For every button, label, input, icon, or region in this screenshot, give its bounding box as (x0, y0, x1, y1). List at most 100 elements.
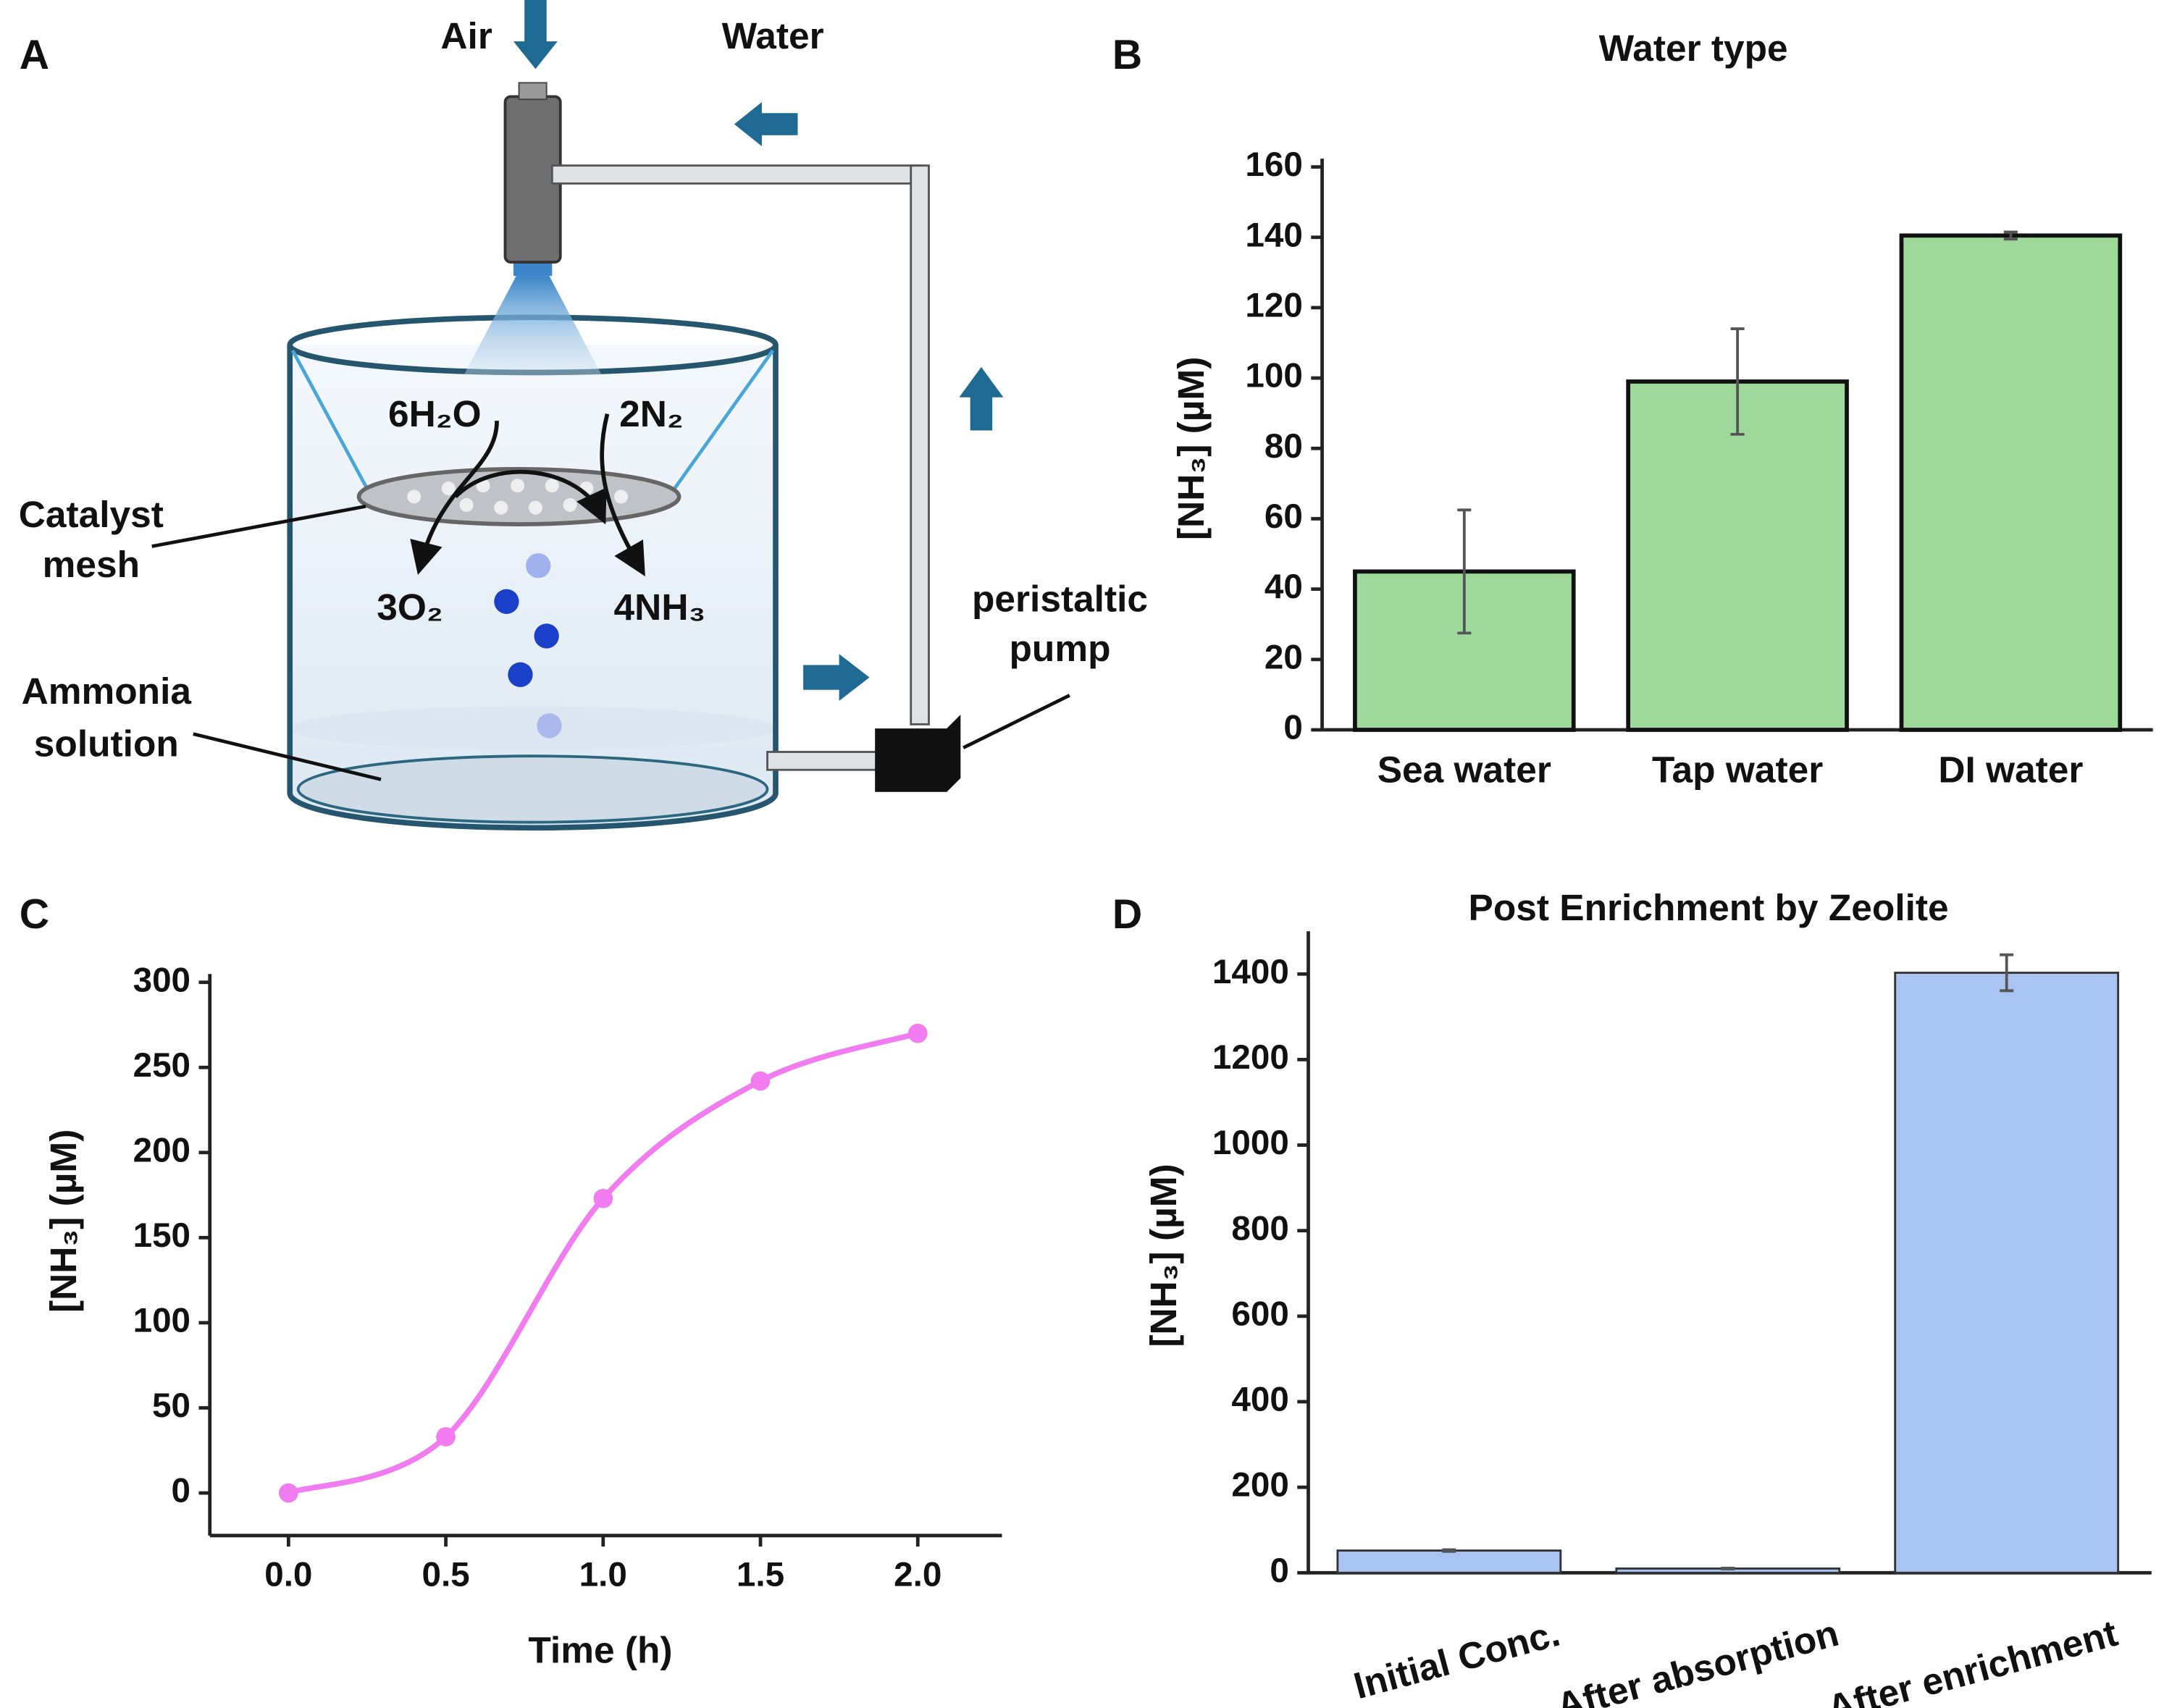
y-tick-label: 250 (133, 1046, 190, 1085)
label: pump (1010, 627, 1111, 669)
error-bar (1721, 1566, 1735, 1570)
panel-label: B (1112, 32, 1142, 78)
point (436, 1427, 456, 1447)
x-tick-label: Sea water (1377, 749, 1551, 791)
y-tick-label: 300 (133, 961, 190, 999)
error-bar (2000, 953, 2014, 993)
flow-arrow (959, 366, 1004, 431)
bubble (508, 662, 533, 687)
panel-label: C (20, 891, 49, 938)
label: peristaltic (972, 577, 1148, 619)
x-tick-label: 2.0 (894, 1556, 941, 1594)
y-tick-label: 600 (1231, 1295, 1288, 1333)
y-tick-label: 140 (1245, 216, 1302, 254)
spray (464, 276, 602, 376)
point (593, 1188, 613, 1208)
catalyst-mesh (356, 467, 682, 526)
label: Ammonia (22, 670, 192, 712)
y-tick-label: 80 (1265, 427, 1303, 466)
label: 4NH₃ (614, 586, 706, 628)
chart-title: Water type (1599, 27, 1788, 69)
nozzle-cap (518, 82, 548, 101)
x-tick-label: Tap water (1652, 749, 1823, 791)
y-axis-label: [NH₃] (µM) (1170, 357, 1212, 540)
y-tick-label: 40 (1265, 568, 1303, 606)
label: solution (34, 722, 179, 764)
chart-title: Post Enrichment by Zeolite (1469, 886, 1949, 928)
y-tick-label: 20 (1265, 638, 1303, 676)
y-tick-label: 100 (1245, 357, 1302, 395)
tank (290, 345, 776, 828)
y-tick-label: 120 (1245, 287, 1302, 325)
y-axis-label: [NH₃] (µM) (1142, 1164, 1184, 1347)
point (279, 1483, 298, 1503)
label: Water (722, 14, 824, 56)
flow-arrow (513, 0, 558, 70)
bar (1899, 233, 2123, 732)
y-tick-label: 400 (1231, 1381, 1288, 1419)
pipe (550, 164, 923, 185)
y-tick-label: 200 (1231, 1466, 1288, 1505)
y-tick-label: 150 (133, 1216, 190, 1255)
x-tick-label: 1.5 (737, 1556, 784, 1594)
bar (1626, 379, 1849, 732)
y-tick-label: 0 (1270, 1552, 1289, 1590)
x-tick-label: DI water (1938, 749, 2083, 791)
bubble (534, 623, 559, 649)
flow-arrow (734, 102, 798, 146)
y-tick-label: 1000 (1212, 1124, 1289, 1162)
y-tick-label: 60 (1265, 497, 1303, 536)
y-tick-label: 1200 (1212, 1038, 1289, 1077)
line (288, 1030, 919, 1496)
label: 3O₂ (377, 586, 443, 628)
point (907, 1023, 928, 1043)
tank-floor (296, 754, 769, 824)
y-tick-label: 1400 (1212, 953, 1289, 991)
y-tick-label: 0 (1283, 709, 1303, 747)
pipe (910, 164, 930, 725)
y-axis-label: [NH₃] (µM) (42, 1129, 84, 1313)
x-axis-label: Time (h) (528, 1628, 672, 1670)
x-tick-label: Initial Conc. (1349, 1612, 1564, 1707)
nozzle-tip (513, 262, 553, 277)
error-bar (1442, 1548, 1456, 1553)
x-tick-label: After enrichment (1823, 1612, 2122, 1708)
pipe (766, 751, 879, 771)
flow-arrow (803, 654, 870, 701)
label: mesh (43, 543, 140, 585)
label: 6H₂O (388, 392, 482, 434)
panel-label: D (1112, 891, 1142, 938)
diagram: Air Water 6H₂O 2N₂ 3O₂ 4NH₃ Catalyst mes… (19, 0, 1148, 831)
y-tick-label: 800 (1231, 1209, 1288, 1248)
reaction-arrow (410, 421, 499, 576)
leader-line (151, 504, 1070, 781)
y-tick-label: 160 (1245, 146, 1302, 184)
pump (875, 715, 961, 792)
y-tick-label: 0 (172, 1472, 190, 1510)
y-tick-label: 100 (133, 1302, 190, 1340)
error-bar (1730, 327, 1745, 436)
x-tick-label: 0.0 (264, 1556, 312, 1594)
y-tick-label: 50 (152, 1387, 190, 1425)
x-tick-label: After absorption (1552, 1612, 1842, 1708)
liquid-surface (290, 706, 776, 751)
label: Catalyst (19, 493, 164, 535)
reaction-arrow (453, 469, 607, 525)
bubble (537, 713, 562, 739)
x-tick-label: 0.5 (422, 1556, 469, 1594)
label: Air (440, 14, 492, 56)
bar (1894, 972, 2120, 1574)
bar (1336, 1549, 1562, 1574)
funnel (290, 349, 775, 495)
y-tick-label: 200 (133, 1131, 190, 1169)
x-tick-label: 1.0 (579, 1556, 627, 1594)
label: 2N₂ (619, 392, 684, 434)
error-bar (1457, 508, 1472, 635)
bubble (526, 553, 551, 579)
error-bar (2003, 230, 2018, 241)
panel-label: A (20, 32, 49, 78)
point (750, 1071, 771, 1091)
tank-wall (287, 345, 779, 831)
bubble (494, 589, 519, 614)
